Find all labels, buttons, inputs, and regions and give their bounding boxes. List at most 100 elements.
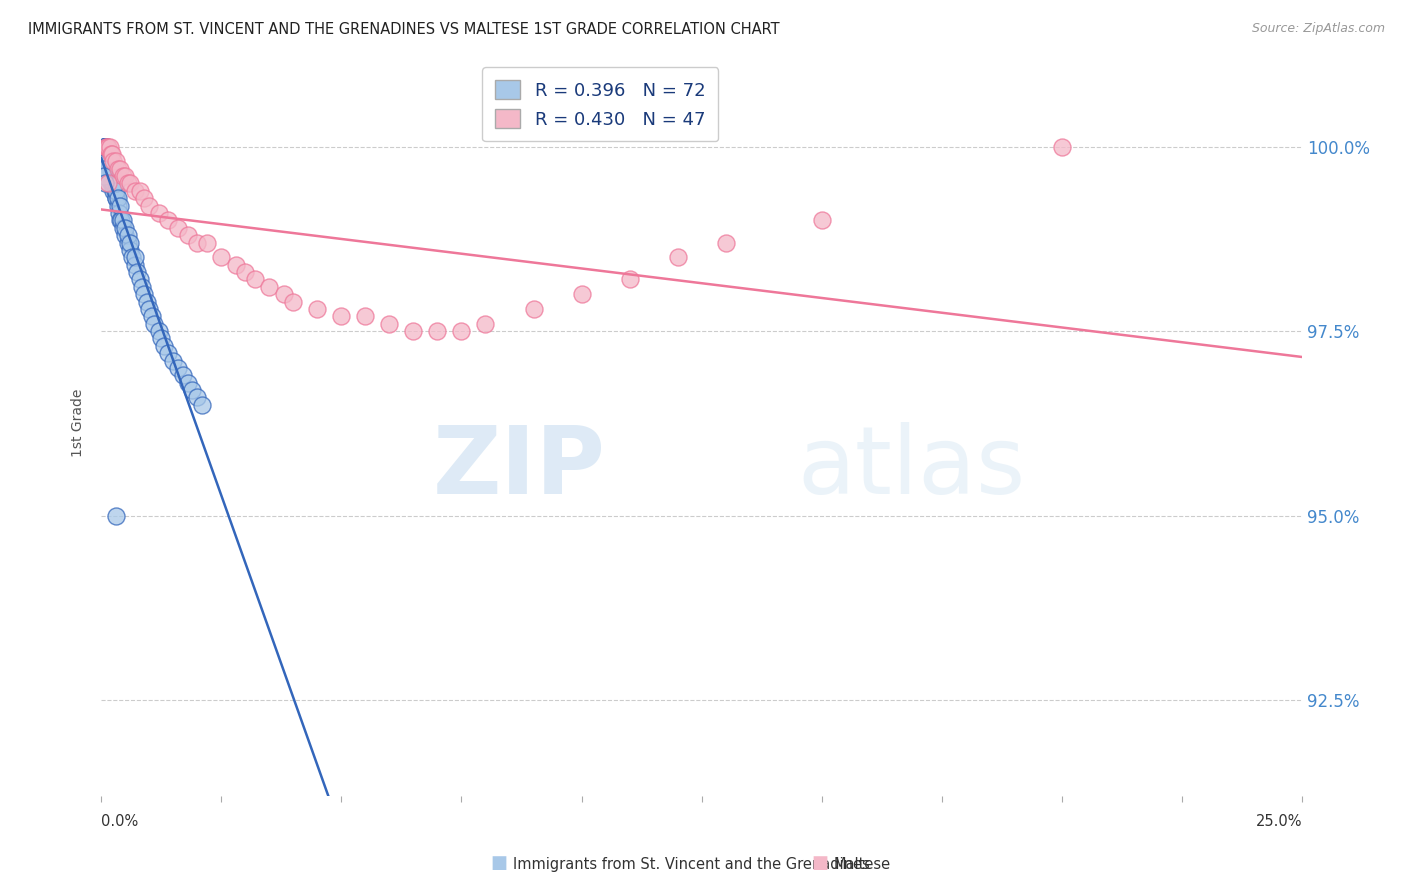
Point (97, 154, 120, 169)
Point (103, 177, 125, 191)
Point (181, 383, 204, 397)
Point (714, 235, 737, 250)
Point (191, 398, 214, 412)
Point (124, 258, 146, 272)
Point (117, 235, 139, 250)
Point (94, 139, 117, 153)
Point (378, 317, 401, 331)
Point (117, 177, 139, 191)
Point (167, 220, 190, 235)
Point (93, 177, 115, 191)
Point (138, 301, 160, 316)
Point (104, 184, 127, 198)
Point (114, 169, 136, 183)
Point (96, 147, 118, 161)
Text: Immigrants from St. Vincent and the Grenadines: Immigrants from St. Vincent and the Gren… (513, 857, 870, 872)
Point (209, 250, 232, 264)
Point (117, 228, 139, 243)
Point (810, 213, 832, 227)
Point (118, 177, 141, 191)
Point (162, 353, 184, 368)
Point (93, 139, 115, 153)
Text: ZIP: ZIP (433, 422, 606, 514)
Point (98, 161, 121, 176)
Text: 0.0%: 0.0% (101, 814, 138, 830)
Point (307, 301, 329, 316)
Point (148, 324, 170, 338)
Point (94, 139, 117, 153)
Point (94, 139, 117, 153)
Point (100, 177, 122, 191)
Point (152, 339, 174, 353)
Point (118, 235, 141, 250)
Point (110, 213, 132, 227)
Point (121, 250, 143, 264)
Point (104, 508, 127, 523)
Point (1050, 139, 1073, 153)
Point (176, 376, 198, 390)
Legend: R = 0.396   N = 72, R = 0.430   N = 47: R = 0.396 N = 72, R = 0.430 N = 47 (482, 67, 718, 141)
Point (135, 294, 157, 309)
Point (97, 147, 120, 161)
Point (186, 235, 208, 250)
Y-axis label: 1st Grade: 1st Grade (72, 389, 86, 458)
Point (148, 206, 170, 220)
Point (93, 139, 115, 153)
Point (93, 161, 115, 176)
Point (104, 177, 127, 191)
Point (150, 331, 173, 345)
Point (93, 154, 115, 169)
Point (100, 147, 122, 161)
Point (571, 287, 593, 301)
Point (96, 139, 118, 153)
Point (127, 265, 149, 279)
Text: 25.0%: 25.0% (1256, 814, 1302, 830)
Point (98, 154, 121, 169)
Point (283, 294, 305, 309)
Point (107, 161, 129, 176)
Text: IMMIGRANTS FROM ST. VINCENT AND THE GRENADINES VS MALTESE 1ST GRADE CORRELATION : IMMIGRANTS FROM ST. VINCENT AND THE GREN… (28, 22, 780, 37)
Point (100, 161, 122, 176)
Point (666, 250, 689, 264)
Point (259, 280, 281, 294)
Point (104, 154, 127, 169)
Point (114, 220, 136, 235)
Point (176, 228, 198, 243)
Text: Source: ZipAtlas.com: Source: ZipAtlas.com (1251, 22, 1385, 36)
Point (96, 139, 118, 153)
Point (111, 220, 134, 235)
Point (107, 199, 129, 213)
Point (101, 169, 124, 183)
Point (141, 310, 163, 324)
Point (124, 250, 146, 264)
Point (97, 139, 120, 153)
Point (100, 169, 122, 183)
Point (450, 324, 472, 338)
Point (195, 235, 218, 250)
Point (157, 213, 180, 227)
Point (134, 191, 156, 205)
Point (107, 191, 129, 205)
Point (101, 177, 124, 191)
Text: ■: ■ (811, 855, 828, 872)
Point (354, 310, 377, 324)
Point (104, 191, 127, 205)
Point (97, 154, 120, 169)
Point (114, 228, 136, 243)
Point (103, 169, 125, 183)
Point (243, 272, 266, 286)
Text: Maltese: Maltese (834, 857, 891, 872)
Point (131, 280, 153, 294)
Point (103, 154, 125, 169)
Point (118, 243, 141, 257)
Point (93, 139, 115, 153)
Point (104, 191, 127, 205)
Point (330, 310, 353, 324)
Point (110, 199, 132, 213)
Point (157, 346, 180, 360)
Point (128, 184, 150, 198)
Point (111, 169, 134, 183)
Point (110, 161, 132, 176)
Point (110, 213, 132, 227)
Point (103, 184, 125, 198)
